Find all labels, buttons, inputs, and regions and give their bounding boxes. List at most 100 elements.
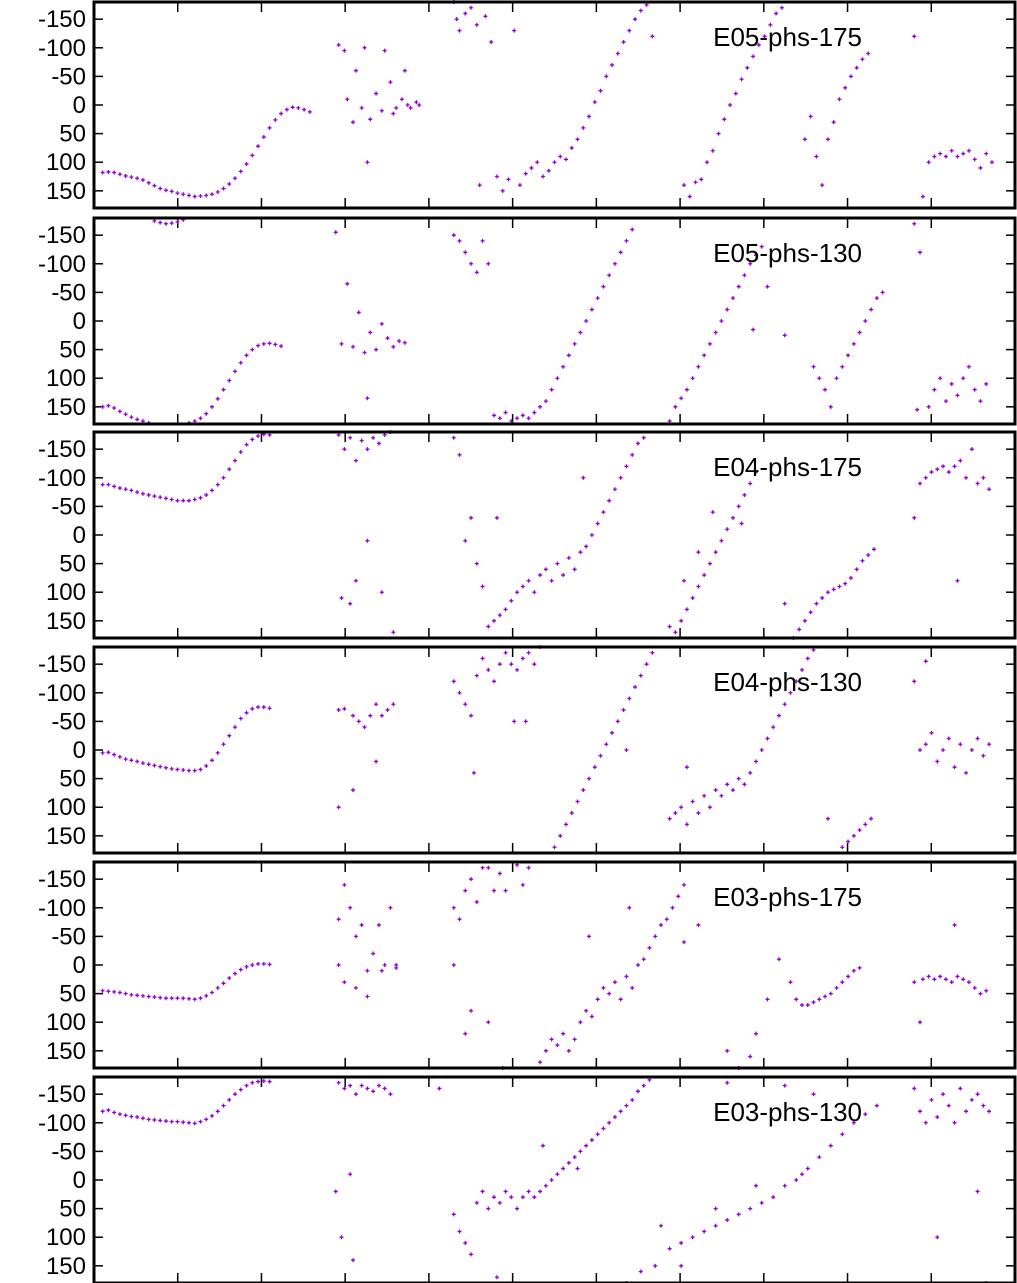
data-point bbox=[702, 793, 707, 798]
data-point bbox=[471, 770, 476, 775]
panel-title: E05-phs-175 bbox=[713, 22, 862, 52]
data-point bbox=[215, 1109, 220, 1114]
data-point bbox=[555, 376, 560, 381]
data-point bbox=[371, 951, 376, 956]
data-point bbox=[756, 42, 761, 47]
data-point bbox=[353, 1092, 358, 1097]
data-point bbox=[871, 547, 876, 552]
data-point bbox=[846, 839, 851, 844]
y-tick-label: -150 bbox=[38, 6, 86, 33]
data-point bbox=[480, 1189, 485, 1194]
data-point bbox=[713, 1206, 718, 1211]
y-tick-label: -50 bbox=[51, 279, 86, 306]
data-point bbox=[635, 1089, 640, 1094]
plot-frame bbox=[92, 430, 1017, 640]
data-point bbox=[483, 14, 488, 19]
data-point bbox=[854, 567, 859, 572]
data-point bbox=[123, 412, 128, 417]
data-point bbox=[935, 467, 940, 472]
data-point bbox=[503, 650, 508, 655]
data-point bbox=[469, 1252, 474, 1257]
data-point bbox=[690, 799, 695, 804]
data-point bbox=[572, 1155, 577, 1160]
data-point bbox=[267, 706, 272, 711]
data-point bbox=[163, 996, 168, 1001]
data-point bbox=[198, 1119, 203, 1124]
data-point bbox=[647, 1077, 652, 1082]
data-point bbox=[210, 1113, 215, 1118]
data-point bbox=[949, 148, 954, 153]
data-point bbox=[106, 482, 111, 487]
data-point bbox=[129, 415, 134, 420]
y-tick-label: 0 bbox=[73, 737, 86, 764]
data-point bbox=[457, 1229, 462, 1234]
data-point bbox=[555, 1043, 560, 1048]
data-point bbox=[926, 160, 931, 165]
data-point bbox=[828, 1143, 833, 1148]
data-point bbox=[497, 662, 502, 667]
data-point bbox=[233, 1092, 238, 1097]
data-point bbox=[794, 679, 799, 684]
data-point bbox=[503, 410, 508, 415]
data-point bbox=[935, 759, 940, 764]
data-point bbox=[391, 111, 396, 116]
data-point bbox=[604, 742, 609, 747]
data-point bbox=[279, 111, 284, 116]
data-point bbox=[630, 452, 635, 457]
data-point bbox=[158, 995, 163, 1000]
data-point bbox=[238, 967, 243, 972]
data-point bbox=[256, 343, 261, 348]
data-point bbox=[256, 705, 261, 710]
data-point bbox=[146, 492, 151, 497]
data-point bbox=[457, 690, 462, 695]
data-point bbox=[492, 888, 497, 893]
data-point bbox=[163, 765, 168, 770]
data-point bbox=[561, 364, 566, 369]
data-point bbox=[192, 1121, 197, 1126]
data-point bbox=[152, 1117, 157, 1122]
data-point bbox=[469, 5, 474, 10]
data-point bbox=[129, 488, 134, 493]
data-point bbox=[955, 154, 960, 159]
data-point bbox=[966, 148, 971, 153]
data-point bbox=[918, 250, 923, 255]
data-point bbox=[627, 28, 632, 33]
data-point bbox=[938, 151, 943, 156]
y-tick-label: 50 bbox=[59, 551, 86, 578]
data-point bbox=[267, 341, 272, 346]
data-point bbox=[610, 62, 615, 67]
data-point bbox=[866, 553, 871, 558]
data-point bbox=[595, 1132, 600, 1137]
data-point bbox=[630, 1097, 635, 1102]
data-point bbox=[135, 176, 140, 181]
data-point bbox=[135, 490, 140, 495]
data-point bbox=[635, 441, 640, 446]
data-point bbox=[863, 822, 868, 827]
data-point bbox=[227, 467, 232, 472]
data-point bbox=[682, 578, 687, 583]
data-point bbox=[549, 1178, 554, 1182]
data-point bbox=[719, 538, 724, 543]
data-point bbox=[526, 416, 531, 421]
data-point bbox=[984, 151, 989, 156]
data-point bbox=[356, 719, 361, 724]
y-tick-label: 50 bbox=[59, 766, 86, 793]
data-point bbox=[825, 590, 830, 595]
data-point bbox=[555, 1172, 560, 1177]
data-point bbox=[152, 218, 157, 223]
data-point bbox=[391, 630, 396, 635]
data-point bbox=[250, 437, 255, 442]
data-point bbox=[788, 980, 793, 985]
y-tick-label: -100 bbox=[38, 35, 86, 62]
plot-frame bbox=[92, 1075, 1017, 1283]
data-point bbox=[492, 413, 497, 418]
data-point bbox=[549, 387, 554, 392]
data-point bbox=[857, 828, 862, 833]
data-point bbox=[345, 97, 350, 102]
data-point bbox=[684, 607, 689, 612]
data-point bbox=[961, 151, 966, 156]
data-point bbox=[215, 750, 220, 755]
data-point bbox=[848, 575, 853, 580]
data-point bbox=[210, 758, 215, 763]
